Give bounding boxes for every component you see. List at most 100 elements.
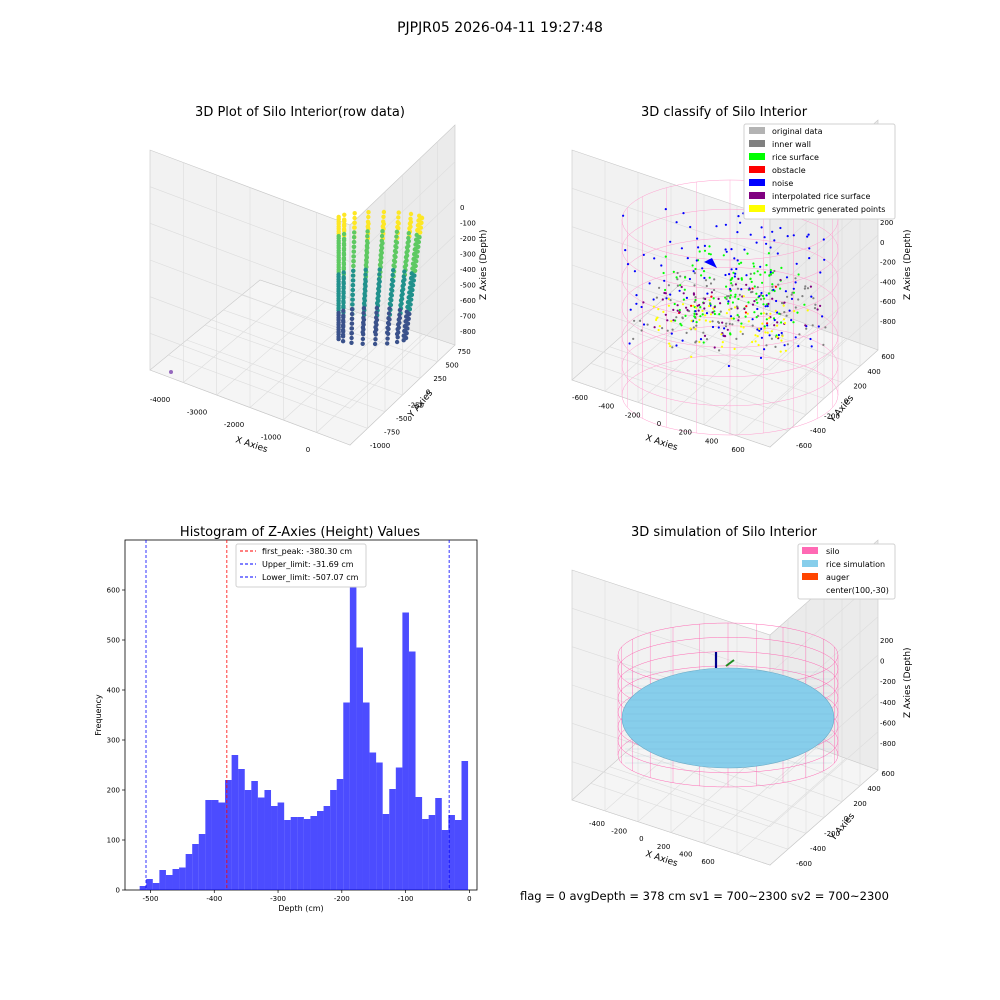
raw-point — [351, 254, 356, 259]
classified-point — [676, 278, 679, 281]
classified-point — [729, 296, 732, 299]
raw-point — [377, 262, 383, 267]
classified-point — [667, 304, 671, 307]
classified-point — [784, 349, 788, 352]
classified-point — [737, 297, 740, 301]
raw-point — [336, 296, 341, 301]
raw-point — [379, 243, 384, 248]
raw-point — [396, 215, 401, 220]
raw-point — [364, 258, 369, 263]
classified-point — [730, 307, 733, 310]
raw-point — [381, 209, 387, 215]
classified-point — [746, 252, 749, 255]
raw-point — [390, 277, 395, 282]
sim-x-tick-label: -400 — [589, 820, 605, 828]
raw-point — [336, 238, 341, 244]
raw-point — [336, 329, 341, 335]
raw-point — [341, 246, 347, 251]
classified-point — [793, 310, 796, 313]
classified-point — [757, 314, 760, 317]
classified-point — [763, 236, 766, 239]
raw-point — [419, 220, 424, 225]
classified-point — [676, 271, 679, 275]
classified-point — [783, 311, 786, 314]
classified-point — [678, 308, 681, 312]
classified-point — [816, 308, 819, 311]
classified-point — [806, 235, 809, 238]
classified-point — [780, 266, 783, 269]
classified-point — [693, 312, 696, 315]
histogram-bar — [290, 817, 298, 890]
raw-point — [336, 267, 341, 272]
classified-point — [765, 344, 768, 347]
classified-point — [640, 305, 643, 309]
classified-point — [808, 247, 811, 250]
classified-point — [806, 287, 810, 290]
classified-point — [766, 324, 769, 327]
histogram-bar — [211, 800, 219, 890]
classified-point — [642, 323, 646, 326]
raw-point — [360, 336, 366, 342]
classify-panel: 3D classify of Silo Interior -600 -400 -20… — [571, 105, 913, 454]
classified-point — [776, 324, 779, 327]
classified-point — [797, 345, 800, 348]
classified-point — [732, 317, 735, 320]
rice-surface — [621, 667, 835, 769]
classified-point — [657, 308, 660, 311]
classified-point — [661, 327, 664, 330]
raw-point — [389, 287, 394, 292]
histogram-bar — [441, 830, 449, 890]
classified-point — [745, 274, 748, 277]
classified-point — [744, 311, 748, 314]
classified-point — [703, 276, 706, 280]
raw-point — [336, 277, 341, 282]
raw-point — [407, 221, 413, 226]
classified-point — [646, 323, 649, 326]
cls-z-tick-label: -600 — [880, 298, 896, 306]
histogram-bar — [225, 780, 232, 890]
histogram-reference-lines — [145, 540, 450, 890]
raw-point — [417, 235, 422, 240]
raw-point — [336, 233, 341, 239]
classified-point — [767, 292, 771, 295]
grid-line — [571, 188, 771, 256]
classified-point — [652, 305, 656, 308]
classified-point — [725, 312, 729, 315]
raw-point — [387, 301, 393, 306]
classified-point — [753, 285, 756, 288]
histogram-bar — [362, 702, 370, 890]
raw-point — [341, 289, 346, 294]
cls-y-tick-label: 0 — [844, 398, 848, 406]
raw-point — [394, 331, 400, 337]
classified-point — [734, 283, 738, 286]
raw-point — [378, 257, 383, 263]
classified-point — [783, 321, 787, 325]
sim-z-tick-label: -400 — [880, 699, 896, 707]
simulation-x-axis-label: X Axies — [644, 849, 679, 869]
raw-point — [399, 293, 404, 298]
raw-point — [411, 278, 416, 283]
classified-point — [727, 300, 730, 303]
classified-point — [709, 313, 713, 316]
classified-point — [772, 288, 775, 291]
raw-point — [362, 286, 367, 292]
raw-point — [361, 320, 366, 325]
raw-point — [396, 210, 401, 215]
classified-point — [761, 294, 765, 298]
raw-point — [402, 264, 408, 269]
classified-point — [663, 279, 666, 282]
raw-point — [361, 301, 367, 306]
grid-line — [666, 296, 861, 367]
classified-point — [767, 252, 771, 255]
classified-point — [762, 303, 765, 306]
sim-y-tick-label: -400 — [810, 845, 826, 853]
legend-swatch — [802, 573, 818, 580]
histogram-bar — [172, 869, 180, 890]
sim-x-tick-label: 200 — [657, 843, 670, 851]
classified-point — [635, 302, 638, 305]
raw-point — [374, 315, 379, 320]
raw-point — [351, 259, 356, 264]
raw-point — [381, 214, 386, 219]
raw-point — [350, 273, 356, 278]
classified-point — [810, 345, 813, 348]
